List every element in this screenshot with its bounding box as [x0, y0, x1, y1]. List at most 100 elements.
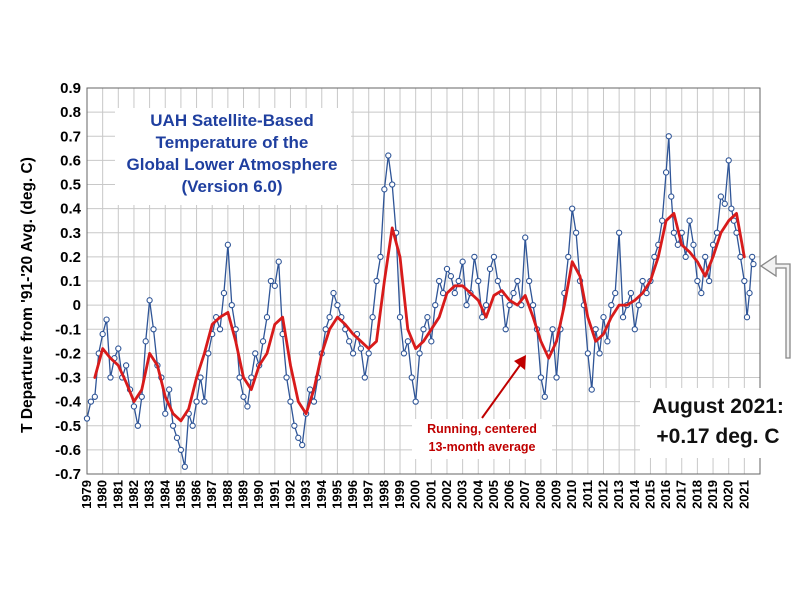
- x-tick-label: 2017: [674, 480, 689, 509]
- x-tick-label: 1991: [267, 480, 282, 509]
- monthly-data-point: [369, 314, 376, 321]
- monthly-data-point: [721, 200, 728, 207]
- x-tick-label: 1998: [376, 480, 391, 509]
- x-tick-label: 1990: [251, 480, 266, 509]
- monthly-data-point: [525, 277, 533, 285]
- x-tick-labels: 1979 1980 1981 1982 1983 1984 1985 1986 1987 1988…: [79, 479, 751, 509]
- monthly-data-point: [420, 326, 427, 333]
- monthly-data-point: [608, 301, 615, 309]
- x-tick-label: 2014: [627, 479, 642, 509]
- x-tick-label: 2012: [595, 480, 610, 509]
- monthly-data-point: [486, 265, 494, 273]
- latest-value-box: [640, 388, 795, 458]
- monthly-series: [83, 133, 757, 470]
- monthly-data-point: [682, 253, 689, 261]
- monthly-data-point: [572, 229, 580, 236]
- running-average-arrow-shaft: [481, 360, 524, 419]
- monthly-data-point: [698, 289, 705, 297]
- monthly-data-point: [522, 234, 529, 241]
- y-tick-label: 0.6: [60, 152, 81, 169]
- monthly-data-point: [475, 277, 482, 285]
- monthly-data-point: [482, 301, 490, 309]
- monthly-data-point: [749, 253, 756, 261]
- monthly-data-point: [639, 277, 646, 285]
- monthly-data-point: [627, 289, 635, 297]
- monthly-data-point: [725, 157, 732, 164]
- y-tick-label: -0.6: [55, 442, 81, 459]
- y-tick-label: 0.2: [60, 249, 81, 266]
- monthly-data-point: [463, 301, 470, 309]
- y-axis-label: T Departure from '91-'20 Avg. (deg. C): [19, 157, 36, 433]
- monthly-data-point: [142, 338, 149, 345]
- monthly-data-point: [741, 277, 748, 285]
- monthly-data-point: [122, 362, 130, 369]
- monthly-data-point: [400, 350, 408, 357]
- monthly-data-point: [432, 301, 439, 309]
- y-tick-label: -0.5: [55, 418, 81, 435]
- monthly-data-point: [181, 463, 188, 470]
- monthly-data-point: [91, 393, 98, 400]
- monthly-data-point: [346, 338, 353, 345]
- running-average-series: [93, 211, 746, 423]
- latest-value-line-2: +0.17 deg. C: [656, 425, 779, 448]
- monthly-data-point: [373, 277, 380, 285]
- monthly-data-point: [330, 289, 337, 297]
- monthly-data-point: [537, 374, 545, 381]
- x-tick-label: 1982: [126, 480, 141, 509]
- monthly-data-point: [99, 330, 106, 338]
- monthly-data-point: [665, 133, 672, 140]
- x-tick-label: 1981: [110, 480, 125, 509]
- x-tick-label: 2008: [533, 480, 548, 509]
- x-tick-label: 2005: [486, 480, 501, 509]
- x-tick-label: 1992: [282, 480, 297, 509]
- monthly-data-point: [283, 374, 290, 381]
- x-tick-label: 2000: [408, 480, 423, 509]
- monthly-data-point: [236, 374, 243, 381]
- monthly-data-point: [87, 398, 95, 405]
- monthly-data-point: [510, 289, 517, 297]
- monthly-data-point: [428, 338, 435, 345]
- x-tick-label: 2015: [642, 480, 657, 509]
- monthly-data-point: [631, 326, 638, 333]
- latest-value-line-1: August 2021:: [652, 395, 784, 418]
- monthly-data-point: [670, 229, 678, 236]
- monthly-data-point: [205, 350, 212, 357]
- monthly-data-point: [295, 434, 302, 441]
- monthly-data-point: [271, 282, 278, 289]
- monthly-data-point: [385, 152, 392, 159]
- monthly-data-point: [443, 265, 451, 273]
- monthly-data-point: [326, 314, 333, 321]
- x-tick-label: 2019: [705, 480, 720, 509]
- monthly-data-point: [471, 253, 478, 261]
- chart-title-line-1: UAH Satellite-Based: [150, 111, 313, 130]
- monthly-data-point: [737, 253, 744, 261]
- y-tick-label: -0.2: [55, 345, 81, 362]
- monthly-data-point: [674, 241, 681, 248]
- monthly-data-point: [83, 415, 91, 422]
- y-tick-label: 0.3: [60, 225, 81, 242]
- monthly-data-point: [439, 289, 447, 297]
- y-tick-label: 0.8: [60, 104, 81, 121]
- monthly-data-point: [416, 350, 423, 357]
- running-average-label-line-1: Running, centered: [427, 422, 537, 436]
- monthly-data-point: [592, 326, 599, 333]
- monthly-data-point: [263, 314, 271, 321]
- monthly-data-point: [502, 326, 509, 333]
- x-tick-label: 2007: [517, 480, 532, 509]
- x-tick-label: 2021: [736, 480, 751, 509]
- x-tick-label: 1994: [314, 479, 329, 509]
- monthly-data-point: [494, 277, 501, 285]
- running-average-label-box: [412, 419, 552, 459]
- monthly-data-point: [750, 260, 757, 268]
- monthly-data-point: [668, 193, 675, 200]
- monthly-data-point: [690, 241, 697, 248]
- monthly-data-point: [377, 253, 384, 261]
- monthly-data-point: [659, 217, 666, 224]
- monthly-data-point: [635, 301, 642, 309]
- monthly-data-point: [322, 326, 329, 333]
- monthly-data-point: [569, 205, 576, 212]
- monthly-data-point: [240, 393, 247, 400]
- monthly-data-point: [436, 277, 443, 285]
- monthly-data-point: [529, 301, 537, 309]
